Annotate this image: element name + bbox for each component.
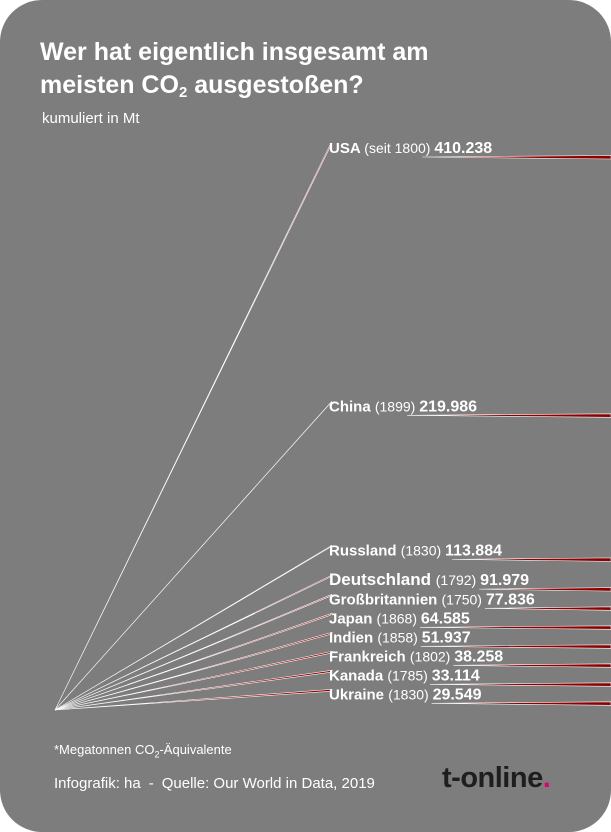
- country-year: (seit 1800): [364, 140, 434, 156]
- value-bar: [484, 606, 611, 611]
- series-item-8: Kanada (1785) 33.114: [54, 667, 611, 711]
- country-year: (1868): [377, 610, 421, 626]
- title-line-2-pre: meisten CO: [40, 71, 179, 99]
- footnote-post: -Äquivalente: [159, 742, 232, 757]
- value-bar: [431, 701, 611, 706]
- country-year: (1858): [377, 629, 421, 645]
- value-bar: [407, 413, 611, 418]
- brand-logo: t-online.: [442, 762, 551, 795]
- fan-line: [54, 688, 333, 711]
- country-year: (1792): [436, 572, 480, 588]
- country-value: 33.114: [432, 667, 480, 684]
- fan-line: [54, 631, 334, 711]
- data-label: Indien (1858) 51.937: [329, 629, 471, 646]
- data-label: USA (seit 1800) 410.238: [329, 140, 492, 157]
- value-bar: [479, 587, 611, 592]
- series-item-2: Russland (1830) 113.884: [54, 542, 611, 711]
- value-bar: [420, 644, 611, 649]
- series-item-1: China (1899) 219.986: [54, 398, 611, 711]
- country-value: 38.258: [454, 648, 503, 665]
- footnote-pre: *Megatonnen CO: [54, 742, 155, 757]
- country-name: Deutschland: [329, 570, 436, 589]
- credits: Infografik: ha - Quelle: Our World in Data…: [54, 775, 375, 792]
- country-name: Ukraine: [329, 686, 388, 703]
- fan-line: [54, 669, 333, 711]
- title-line-2-post: ausgestoßen?: [187, 71, 364, 99]
- data-label: Ukraine (1830) 29.549: [329, 686, 482, 703]
- data-label: China (1899) 219.986: [329, 398, 477, 415]
- country-value: 77.836: [486, 591, 535, 608]
- credit-separator: -: [148, 775, 154, 792]
- country-value: 51.937: [422, 629, 471, 646]
- country-value: 64.585: [421, 610, 470, 627]
- value-bar: [453, 663, 611, 668]
- series-item-6: Indien (1858) 51.937: [54, 629, 611, 711]
- data-label: Kanada (1785) 33.114: [329, 667, 480, 684]
- country-year: (1802): [410, 648, 454, 664]
- country-year: (1830): [388, 686, 432, 702]
- series-item-7: Frankreich (1802) 38.258: [54, 648, 611, 711]
- logo-dot: .: [542, 762, 551, 794]
- country-year: (1830): [401, 542, 445, 558]
- country-value: 29.549: [433, 686, 482, 703]
- footnote: *Megatonnen CO2-Äquivalente: [54, 742, 232, 760]
- country-name: Japan: [329, 610, 377, 627]
- value-bar: [422, 155, 611, 160]
- fan-line: [54, 545, 333, 711]
- country-value: 410.238: [434, 140, 492, 157]
- fan-line: [54, 142, 333, 711]
- country-name: Indien: [329, 629, 377, 646]
- fan-line: [54, 613, 333, 711]
- series-item-5: Japan (1868) 64.585: [54, 610, 611, 711]
- credit-text: Infografik: ha: [54, 775, 141, 792]
- country-name: Frankreich: [329, 648, 410, 665]
- value-bar: [429, 682, 611, 687]
- fan-line: [54, 401, 333, 711]
- fan-line: [54, 594, 333, 711]
- data-label: Russland (1830) 113.884: [329, 542, 502, 559]
- country-value: 91.979: [480, 572, 529, 589]
- series-item-4: Großbritannien (1750) 77.836: [54, 591, 611, 711]
- series-item-3: Deutschland (1792) 91.979: [54, 570, 611, 711]
- footnote-subscript: 2: [154, 749, 160, 760]
- series-item-9: Ukraine (1830) 29.549: [54, 686, 611, 711]
- country-year: (1785): [387, 667, 431, 683]
- data-label: Deutschland (1792) 91.979: [329, 570, 529, 589]
- source-text: Quelle: Our World in Data, 2019: [161, 775, 375, 792]
- country-value: 113.884: [445, 542, 502, 559]
- page-title: Wer hat eigentlich insgesamt am meisten …: [40, 36, 580, 102]
- country-name: Russland: [329, 542, 401, 559]
- country-year: (1899): [375, 398, 419, 414]
- fan-line: [54, 650, 333, 711]
- country-name: Kanada: [329, 667, 387, 684]
- country-name: Großbritannien: [329, 591, 442, 608]
- logo-text: t-online: [442, 762, 543, 794]
- data-label: Japan (1868) 64.585: [329, 610, 470, 627]
- country-name: USA: [329, 140, 364, 157]
- data-label: Großbritannien (1750) 77.836: [329, 591, 535, 608]
- country-year: (1750): [442, 591, 486, 607]
- series-item-0: USA (seit 1800) 410.238: [54, 140, 611, 711]
- value-bar: [419, 625, 611, 630]
- title-line-1: Wer hat eigentlich insgesamt am: [40, 38, 429, 66]
- country-value: 219.986: [419, 398, 477, 415]
- data-label: Frankreich (1802) 38.258: [329, 648, 503, 665]
- country-name: China: [329, 398, 375, 415]
- title-subscript: 2: [178, 84, 188, 101]
- value-bar: [452, 557, 611, 562]
- subtitle: kumuliert in Mt: [42, 110, 140, 127]
- fan-line: [54, 574, 333, 711]
